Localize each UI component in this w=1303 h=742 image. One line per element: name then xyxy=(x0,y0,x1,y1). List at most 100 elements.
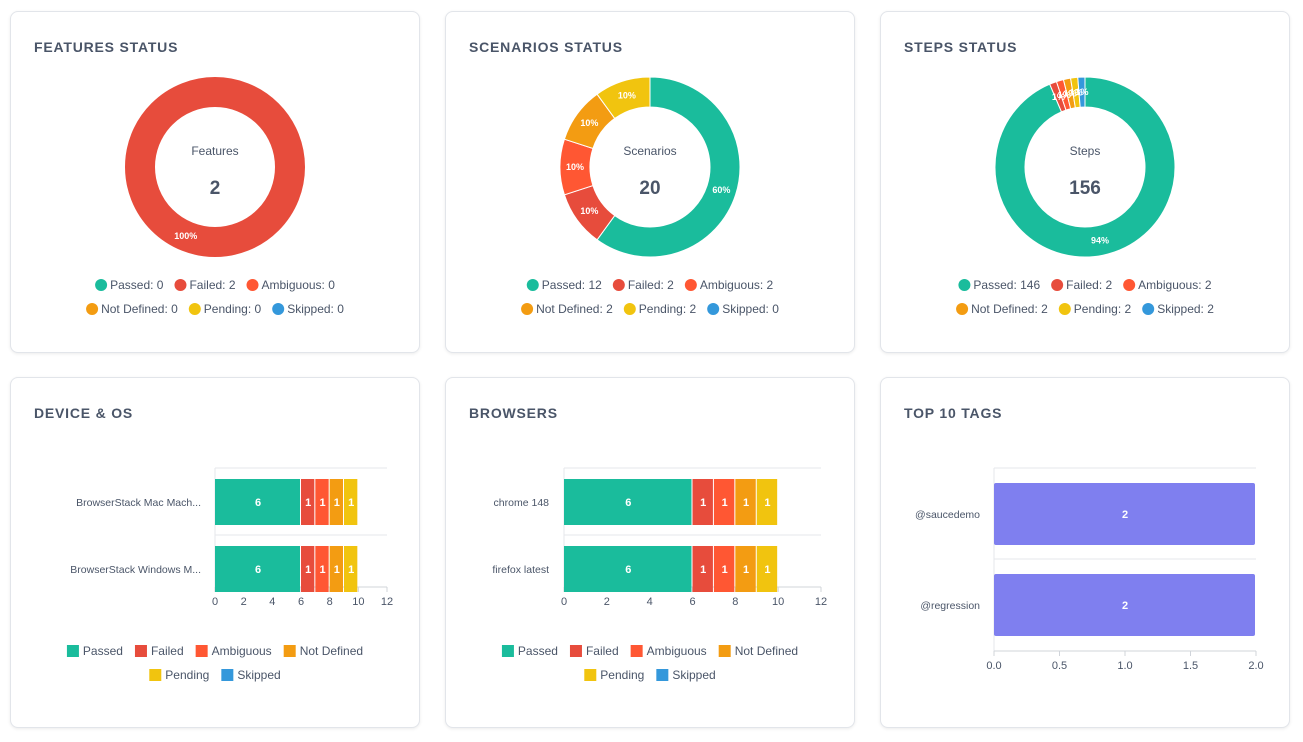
bar-value-label: 1 xyxy=(700,497,706,509)
slice-failed xyxy=(125,77,305,257)
bar-segment-pending xyxy=(756,479,778,525)
slice-skipped xyxy=(1077,76,1086,108)
x-tick-label: 2 xyxy=(241,596,247,608)
x-tick-label: 1.0 xyxy=(1117,660,1132,672)
x-tick-label: 6 xyxy=(689,596,695,608)
legend-row: Passed: 0 Failed: 2 Ambiguous: 0 xyxy=(95,278,335,292)
legend-swatch-not-defined xyxy=(718,645,731,657)
legend-swatch-failed xyxy=(134,645,147,657)
legend-swatch-not-defined xyxy=(283,645,296,657)
legend-label-failed: Failed xyxy=(586,644,619,658)
bar-value-label: 6 xyxy=(255,497,261,509)
legend-label-ambiguous: Ambiguous: 2 xyxy=(700,278,774,292)
bar-value-label: 1 xyxy=(743,564,749,576)
bar-segment-not-defined xyxy=(329,546,343,592)
bar-value-label: 1 xyxy=(348,564,354,576)
donut-center-label: Steps xyxy=(1070,144,1101,158)
legend-row: Passed Failed Ambiguous Not Defined xyxy=(66,644,363,658)
legend-dot-not-defined xyxy=(956,303,969,315)
legend-row: Passed Failed Ambiguous Not Defined xyxy=(501,644,798,658)
legend-label-pending: Pending: 2 xyxy=(1074,302,1132,316)
legend-label-failed: Failed xyxy=(151,644,184,658)
scenarios-status-chart: 60% 10% 10% 10% 10% Scenarios 20 Passed: 12 Fail… xyxy=(521,76,779,316)
bar-value-label: 1 xyxy=(319,564,325,576)
category-label: @saucedemo xyxy=(915,509,980,521)
legend-label-skipped: Skipped: 0 xyxy=(722,302,779,316)
donut-center-value: 2 xyxy=(210,178,221,199)
x-tick-label: 1.5 xyxy=(1183,660,1198,672)
bar-value-label: 1 xyxy=(700,564,706,576)
legend-label-failed: Failed: 2 xyxy=(628,278,674,292)
x-tick-label: 2.0 xyxy=(1248,660,1263,672)
card-title: BROWSERS xyxy=(469,405,558,421)
x-tick-label: 8 xyxy=(327,596,333,608)
bar-segment-passed xyxy=(215,479,300,525)
x-tick-label: 8 xyxy=(732,596,738,608)
bar-value-label: 1 xyxy=(764,564,770,576)
bar-value-label: 1 xyxy=(305,564,311,576)
slice-percent-label: 1% xyxy=(1075,87,1088,97)
legend-row: Not Defined: 0 Pending: 0 Skipped: 0 xyxy=(86,302,344,316)
bar-value-label: 1 xyxy=(722,564,728,576)
slice-pending xyxy=(596,76,651,120)
bar-segment-value xyxy=(994,574,1255,636)
bar-value-label: 1 xyxy=(348,497,354,509)
legend-swatch-pending xyxy=(149,669,162,681)
x-tick-label: 6 xyxy=(298,596,304,608)
bar-segment-failed xyxy=(301,546,315,592)
bar-value-label: 2 xyxy=(1122,509,1128,521)
card-title: TOP 10 TAGS xyxy=(904,405,1003,421)
bar-segment-not-defined xyxy=(329,479,343,525)
legend-label-passed: Passed xyxy=(83,644,123,658)
legend-dot-not-defined xyxy=(86,303,99,315)
x-tick-label: 10 xyxy=(772,596,784,608)
slice-percent-label: 10% xyxy=(580,118,598,128)
bar-value-label: 1 xyxy=(764,497,770,509)
bar-segment-ambiguous xyxy=(713,479,735,525)
bar-segment-failed xyxy=(692,546,713,592)
bar-segment-ambiguous xyxy=(315,479,329,525)
legend-row: Passed: 12 Failed: 2 Ambiguous: 2 xyxy=(526,278,774,292)
browsers-card: BROWSERS 0 2 4 6 8 10 12 chrome 148 6 1 1 1 1 firefox… xyxy=(445,377,855,728)
legend-label-failed: Failed: 2 xyxy=(1066,278,1112,292)
donut-center-label: Features xyxy=(191,144,238,158)
card-title: SCENARIOS STATUS xyxy=(469,39,623,55)
legend-row: Not Defined: 2 Pending: 2 Skipped: 0 xyxy=(521,302,779,316)
top-tags-chart: 0.0 0.5 1.0 1.5 2.0 @saucedemo 2 @regression 2 xyxy=(915,467,1264,672)
legend-dot-skipped xyxy=(272,303,285,315)
legend-dot-skipped xyxy=(707,303,720,315)
legend-swatch-ambiguous xyxy=(195,645,208,657)
legend-dot-pending xyxy=(188,303,201,315)
legend-dot-failed xyxy=(612,279,625,291)
category-label: @regression xyxy=(920,600,980,612)
legend-swatch-skipped xyxy=(221,669,234,681)
donut-center-value: 156 xyxy=(1069,178,1101,199)
x-tick-label: 10 xyxy=(352,596,364,608)
legend-dot-skipped xyxy=(1142,303,1155,315)
x-tick-label: 2 xyxy=(604,596,610,608)
bar-segment-pending xyxy=(756,546,778,592)
bar-value-label: 2 xyxy=(1122,600,1128,612)
category-label: BrowserStack Windows M... xyxy=(70,564,201,576)
top-tags-card: TOP 10 TAGS 0.0 0.5 1.0 1.5 2.0 @saucedemo 2 @r… xyxy=(880,377,1290,728)
slice-passed xyxy=(596,76,741,258)
legend-label-skipped: Skipped xyxy=(237,668,280,682)
legend-dot-passed xyxy=(526,279,539,291)
slice-percent-label: 1% xyxy=(1063,89,1076,99)
legend-label-ambiguous: Ambiguous xyxy=(212,644,272,658)
legend-label-ambiguous: Ambiguous: 0 xyxy=(262,278,336,292)
bar-value-label: 6 xyxy=(625,564,631,576)
x-tick-label: 0.5 xyxy=(1052,660,1067,672)
legend-swatch-pending xyxy=(584,669,597,681)
bar-value-label: 1 xyxy=(305,497,311,509)
legend-label-skipped: Skipped: 2 xyxy=(1157,302,1214,316)
bar-segment-ambiguous xyxy=(713,546,735,592)
legend-dot-ambiguous xyxy=(246,279,259,291)
legend-label-not-defined: Not Defined: 0 xyxy=(101,302,178,316)
slice-percent-label: 100% xyxy=(174,231,197,241)
slice-percent-label: 1% xyxy=(1052,92,1065,102)
legend-label-skipped: Skipped: 0 xyxy=(287,302,344,316)
bar-segment-pending xyxy=(344,546,358,592)
slice-passed xyxy=(994,76,1176,258)
